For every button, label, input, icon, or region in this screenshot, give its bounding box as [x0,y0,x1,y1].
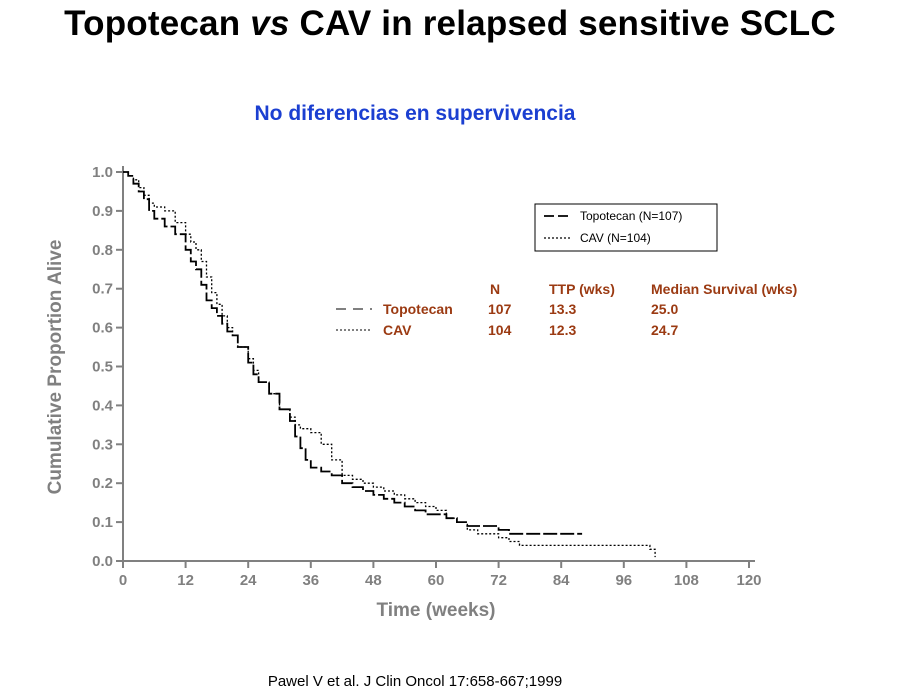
stats-n-cav: 104 [488,322,512,338]
y-tick-label: 0.7 [92,281,113,298]
x-tick-label: 24 [240,572,257,589]
x-tick-label: 60 [428,572,445,589]
stats-median-cav: 24.7 [651,322,678,338]
y-tick-label: 0.5 [92,359,113,376]
stats-label-cav: CAV [383,322,412,338]
x-tick-label: 72 [490,572,507,589]
chart-axes [122,166,755,562]
chart-legend: Topotecan (N=107) CAV (N=104) [534,203,718,252]
x-tick-label: 108 [674,572,699,589]
x-tick-label: 120 [736,572,761,589]
series-line-1 [123,171,656,558]
stats-header-median: Median Survival (wks) [651,281,797,297]
stats-header-n: N [490,281,500,297]
y-tick-label: 0.8 [92,242,113,259]
title-italic: vs [250,4,290,43]
legend-label-cav: CAV (N=104) [580,231,651,245]
y-tick-label: 1.0 [92,164,113,181]
y-tick-label: 0.2 [92,475,113,492]
x-tick-label: 84 [553,572,570,589]
title-suffix: CAV in relapsed sensitive SCLC [289,4,836,43]
chart-curves [123,171,656,558]
subtitle: No diferencias en supervivencia [254,102,576,125]
stats-ttp-topotecan: 13.3 [549,301,576,317]
legend-box [534,203,718,252]
x-tick-label: 48 [365,572,382,589]
x-tick-label: 36 [302,572,319,589]
stats-ttp-cav: 12.3 [549,322,576,338]
slide-title: Topotecan vs CAV in relapsed sensitive S… [0,4,900,44]
y-axis-title: Cumulative Proportion Alive [45,240,66,495]
stats-header-ttp: TTP (wks) [549,281,615,297]
x-tick-label: 12 [177,572,194,589]
x-tick-label: 0 [119,572,127,589]
y-tick-label: 0.0 [92,553,113,570]
y-tick-label: 0.4 [92,397,114,414]
y-tick-label: 0.9 [92,203,113,220]
y-tick-label: 0.6 [92,320,113,337]
title-prefix: Topotecan [64,4,251,43]
stats-label-topotecan: Topotecan [383,301,453,317]
stats-table: N TTP (wks) Median Survival (wks) Topote… [336,281,797,338]
stats-median-topotecan: 25.0 [651,301,678,317]
x-tick-label: 96 [615,572,632,589]
chart-ticks: 0 12 24 36 48 60 72 84 96 108 120 0.0 0.1 0.2 0.3 0.4 0.… [92,164,761,589]
legend-label-topotecan: Topotecan (N=107) [580,209,682,223]
citation: Pawel V et al. J Clin Oncol 17:658-667;1… [267,673,563,690]
stats-n-topotecan: 107 [488,301,512,317]
y-tick-label: 0.3 [92,436,113,453]
y-tick-label: 0.1 [92,514,113,531]
x-axis-title: Time (weeks) [377,600,496,621]
